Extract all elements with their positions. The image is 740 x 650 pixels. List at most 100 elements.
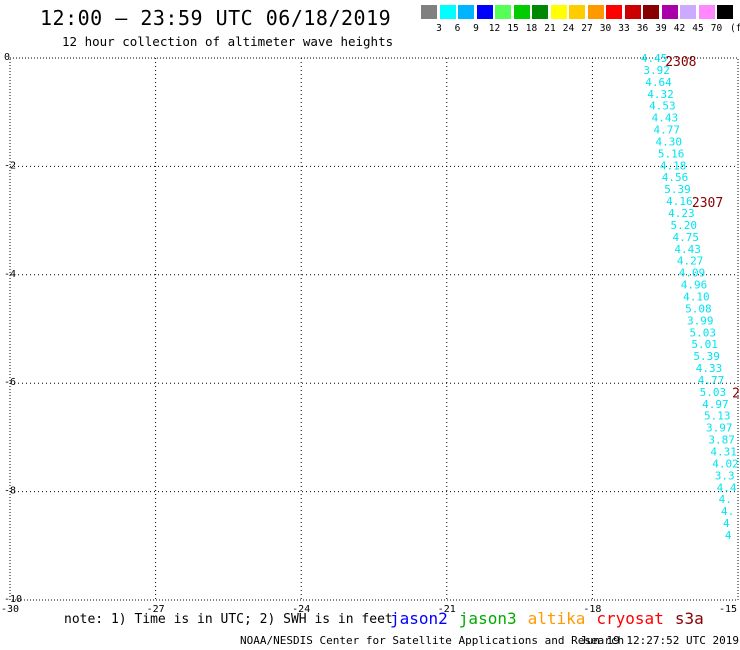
color-scale-label: 36 — [636, 23, 649, 34]
footnote: note: 1) Time is in UTC; 2) SWH is in fe… — [64, 612, 393, 627]
y-tick-label: 0 — [4, 52, 10, 63]
wave-height-label: 3.87 — [708, 434, 735, 447]
color-scale-label: 21 — [544, 23, 556, 34]
wave-height-label: 4.75 — [672, 231, 699, 244]
plot-frame — [9, 57, 739, 601]
wave-height-label: 4.43 — [674, 243, 701, 256]
color-swatch — [717, 5, 733, 19]
wave-height-label: 3.99 — [687, 314, 714, 327]
wave-height-label: 5.39 — [693, 350, 720, 363]
wave-height-label: 4. — [721, 505, 734, 518]
wave-height-label: 5.16 — [658, 147, 685, 160]
color-scale-label: 18 — [525, 23, 538, 34]
time-annotation: 2307 — [692, 196, 723, 211]
wave-height-label: 5.08 — [685, 302, 712, 315]
color-swatch — [569, 5, 585, 19]
wave-height-label: 3.92 — [643, 64, 670, 77]
wave-height-label: 4.77 — [654, 124, 681, 137]
chart-title: 12:00 – 23:59 UTC 06/18/2019 — [40, 6, 392, 30]
wave-height-label: 5.39 — [664, 183, 691, 196]
y-tick-label: -2 — [4, 160, 16, 171]
color-scale-label: 30 — [599, 23, 612, 34]
wave-height-label: 4.31 — [710, 445, 737, 458]
legend-jason2: jason2 — [390, 609, 448, 628]
generated-timestamp: Jun 19 12:27:52 UTC 2019 — [580, 634, 739, 647]
chart-subtitle: 12 hour collection of altimeter wave hei… — [62, 34, 394, 49]
x-tick-label: -21 — [438, 604, 456, 615]
wave-height-label: 4.33 — [696, 362, 723, 375]
color-swatch — [661, 5, 678, 19]
color-scale-label: 9 — [473, 23, 479, 34]
wave-height-label: 4.45 — [641, 52, 668, 65]
satellite-legend: jason2 jason3 altika cryosat s3a — [390, 609, 715, 628]
y-tick-label: -6 — [4, 377, 16, 388]
legend-s3a: s3a — [674, 609, 704, 628]
y-tick-label: -8 — [4, 486, 16, 497]
wave-height-label: 4.09 — [679, 267, 706, 280]
color-swatch — [513, 5, 530, 19]
color-scale-label: 39 — [655, 23, 667, 34]
color-swatch — [476, 5, 493, 19]
time-annotation: 2 — [732, 386, 740, 401]
color-swatch — [680, 5, 696, 19]
color-swatch — [624, 5, 641, 19]
wave-height-label: 4.56 — [662, 171, 689, 184]
wave-height-label: 3.3 — [715, 469, 735, 482]
color-swatch — [587, 5, 604, 19]
wave-height-label: 4.96 — [681, 279, 708, 292]
wave-height-label: 5.03 — [700, 386, 727, 399]
wave-height-label: 4.43 — [652, 112, 679, 125]
x-tick-label: -15 — [719, 604, 737, 615]
wave-height-label: 3.97 — [706, 422, 733, 435]
wave-height-label: 4.30 — [655, 135, 682, 148]
color-swatch — [458, 5, 474, 19]
color-swatch — [421, 5, 437, 19]
wave-height-label: 5.20 — [671, 219, 698, 232]
legend-altika: altika — [527, 609, 586, 628]
x-tick-label: -18 — [583, 604, 601, 615]
color-scale-label: 70 — [710, 23, 723, 34]
y-tick-label: -4 — [4, 269, 16, 280]
x-tick-label: -30 — [1, 604, 19, 615]
legend-cryosat: cryosat — [596, 609, 664, 628]
wave-height-label: 5.13 — [704, 410, 731, 423]
wave-height-label: 4.4 — [717, 481, 737, 494]
color-scale-label: 45 — [692, 23, 704, 34]
wave-height-label: 4.64 — [645, 76, 672, 89]
wave-height-label: 4.27 — [677, 255, 704, 268]
wave-height-label: 4.77 — [698, 374, 725, 387]
color-scale-label: 12 — [488, 23, 501, 34]
wave-height-label: 4.23 — [668, 207, 695, 220]
wave-height-label: 4. — [719, 493, 732, 506]
color-scale-unit: (ft) — [730, 23, 740, 34]
color-swatch — [643, 5, 659, 19]
wave-height-label: 4.53 — [649, 100, 676, 113]
wave-height-label: 4.10 — [683, 290, 710, 303]
credit-line: NOAA/NESDIS Center for Satellite Applica… — [240, 634, 625, 647]
wave-height-label: 4.16 — [666, 195, 693, 208]
color-scale-label: 27 — [581, 23, 593, 34]
color-swatch — [698, 5, 715, 19]
color-scale-label: 42 — [673, 23, 686, 34]
wave-height-label: 4.18 — [660, 159, 687, 172]
wave-height-label: 4.02 — [712, 457, 739, 470]
wave-height-label: 5.03 — [689, 326, 716, 339]
wave-height-label: 4.32 — [647, 88, 674, 101]
color-swatch — [606, 5, 622, 19]
x-tick-label: -24 — [292, 604, 310, 615]
color-swatch — [532, 5, 548, 19]
color-scale-label: 6 — [454, 23, 461, 34]
wave-height-label: 5.01 — [691, 338, 718, 351]
color-scale-label: 33 — [618, 23, 630, 34]
color-swatch — [495, 5, 511, 19]
color-swatch — [550, 5, 567, 19]
color-scale-label: 15 — [507, 23, 519, 34]
color-scale-label: 3 — [436, 23, 442, 34]
x-tick-label: -27 — [147, 604, 165, 615]
color-swatch — [439, 5, 456, 19]
color-scale-label: 24 — [562, 23, 575, 34]
wave-height-label: 4.97 — [702, 398, 729, 411]
y-tick-label: -10 — [4, 594, 22, 605]
wave-height-label: 4 — [725, 529, 732, 542]
